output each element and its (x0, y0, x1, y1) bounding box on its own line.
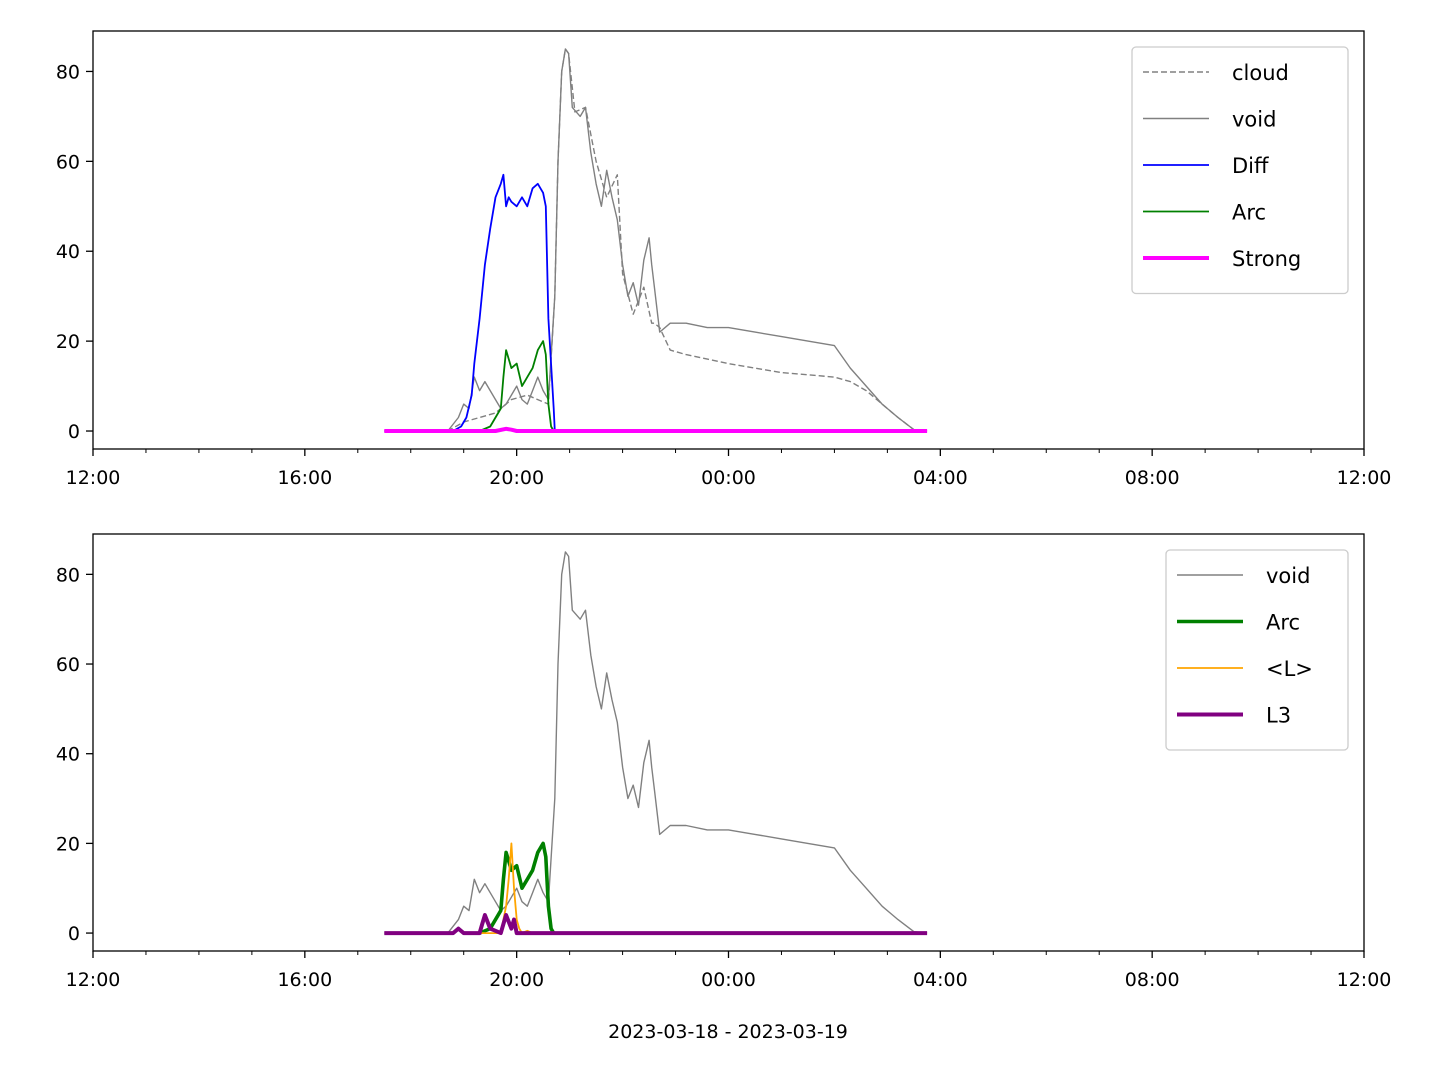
series-line-diff (452, 173, 559, 432)
legend-box (1131, 46, 1349, 295)
legend-label: Arc (1266, 611, 1300, 635)
legend-label: <L> (1266, 657, 1313, 681)
legend: cloud void Diff Arc Strong (1131, 46, 1349, 295)
legend-box (1165, 549, 1349, 751)
legend: void Arc <L> L3 (1165, 549, 1349, 751)
x-tick-label: 04:00 (913, 969, 968, 991)
x-tick-label: 04:00 (913, 467, 968, 489)
legend-label: cloud (1232, 61, 1289, 85)
x-tick-label: 16:00 (277, 467, 332, 489)
legend-label: Strong (1232, 247, 1301, 271)
x-tick-label: 12:00 (66, 467, 121, 489)
series-line-cloud (384, 48, 928, 432)
x-tick-label: 08:00 (1125, 467, 1180, 489)
chart-panel-1: 0 20 40 60 80 12:00 16:00 20:00 00:00 04:00 08:00 1… (56, 30, 1392, 489)
y-tick-label: 60 (56, 654, 80, 676)
legend-label: void (1232, 108, 1276, 132)
y-tick-label: 0 (68, 923, 80, 945)
x-tick-label: 00:00 (701, 969, 756, 991)
x-axis-label: 2023-03-18 - 2023-03-19 (608, 1021, 848, 1043)
x-tick-label: 08:00 (1125, 969, 1180, 991)
y-tick-label: 20 (56, 331, 80, 353)
x-tick-label: 20:00 (489, 969, 544, 991)
chart-panel-2: 0 20 40 60 80 12:00 16:00 20:00 00:00 04:00 08:00 1… (56, 533, 1392, 991)
y-tick-label: 80 (56, 61, 80, 83)
series-line-strong (384, 426, 928, 433)
y-tick-label: 40 (56, 744, 80, 766)
x-tick-label: 12:00 (66, 969, 121, 991)
series-line-void (384, 48, 928, 432)
x-tick-label: 16:00 (277, 969, 332, 991)
legend-label: L3 (1266, 704, 1291, 728)
legend-label: Diff (1232, 154, 1269, 178)
x-tick-label: 12:00 (1337, 467, 1392, 489)
x-tick-label: 00:00 (701, 467, 756, 489)
y-tick-label: 0 (68, 421, 80, 443)
y-tick-label: 20 (56, 833, 80, 855)
y-tick-label: 60 (56, 151, 80, 173)
x-tick-label: 20:00 (489, 467, 544, 489)
legend-label: void (1266, 564, 1310, 588)
series-line-arc (478, 841, 556, 935)
series-line-void (384, 551, 928, 934)
y-tick-label: 40 (56, 241, 80, 263)
series-line-arc (479, 340, 555, 432)
y-tick-label: 80 (56, 564, 80, 586)
x-tick-label: 12:00 (1337, 969, 1392, 991)
legend-label: Arc (1232, 201, 1266, 225)
series-line-l3 (384, 913, 928, 936)
